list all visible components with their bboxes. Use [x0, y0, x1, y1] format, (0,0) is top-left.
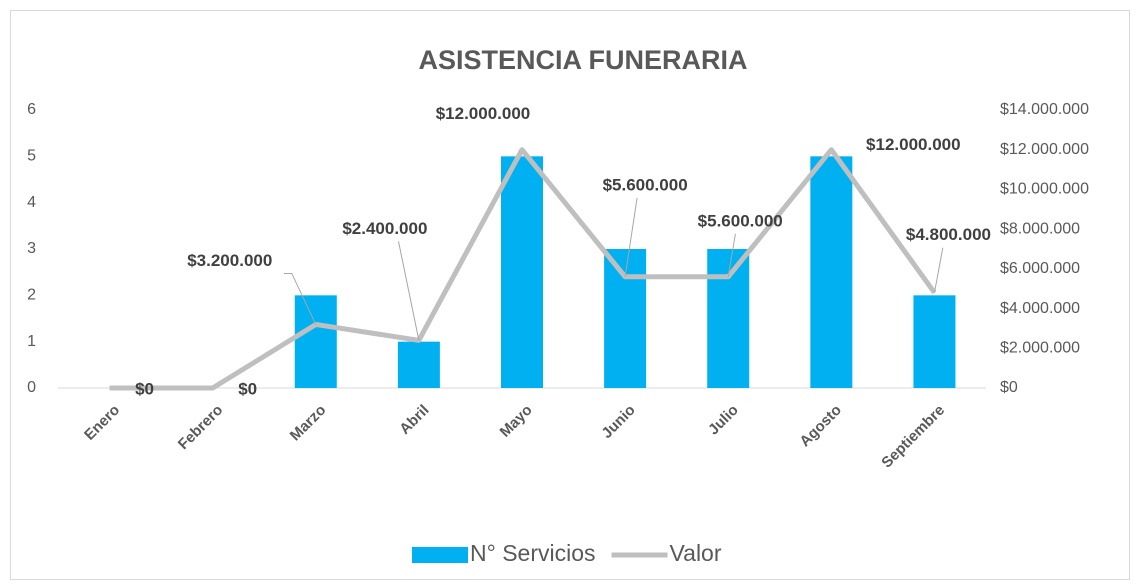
y2-tick-label: $14.000.000 — [1000, 101, 1089, 118]
leader-line — [727, 233, 736, 277]
line — [109, 147, 937, 391]
y2-tick-label: $10.000.000 — [1000, 181, 1089, 198]
data-label: $2.400.000 — [342, 219, 427, 238]
bar — [810, 156, 853, 388]
leader-line — [933, 247, 944, 293]
bar — [913, 295, 956, 388]
y-tick-label: 1 — [27, 333, 36, 350]
data-label: $0 — [135, 379, 154, 398]
y-tick-label: 5 — [27, 148, 36, 165]
y2-tick-label: $0 — [1000, 379, 1018, 396]
y2-tick-label: $2.000.000 — [1000, 340, 1080, 357]
y-tick-label: 2 — [27, 287, 36, 304]
legend-label: Valor — [670, 540, 722, 566]
y-tick-label: 0 — [27, 379, 36, 396]
bar — [397, 341, 440, 388]
data-label: $5.600.000 — [603, 175, 688, 194]
data-label: $12.000.000 — [436, 104, 531, 123]
y-tick-label: 3 — [27, 240, 36, 257]
bar — [707, 249, 750, 388]
y2-tick-label: $6.000.000 — [1000, 260, 1080, 277]
bar — [501, 156, 543, 388]
y-tick-label: 4 — [27, 194, 36, 211]
data-label: $4.800.000 — [906, 225, 991, 244]
leader-line — [283, 272, 317, 325]
bar — [294, 295, 337, 388]
bar — [604, 249, 647, 388]
leader-line — [624, 197, 638, 277]
data-label: $3.200.000 — [187, 251, 272, 270]
legend-label: N° Servicios — [470, 540, 596, 566]
legend-swatch — [412, 547, 468, 563]
y2-tick-label: $4.000.000 — [1000, 300, 1080, 317]
data-label: $5.600.000 — [698, 211, 783, 230]
y2-tick-label: $8.000.000 — [1000, 220, 1080, 237]
chart-border — [10, 10, 1130, 580]
data-label: $0 — [238, 379, 257, 398]
chart-title: ASISTENCIA FUNERARIA — [418, 45, 747, 75]
data-label: $12.000.000 — [866, 135, 961, 154]
leader-line — [397, 241, 420, 341]
y-tick-label: 6 — [27, 101, 36, 118]
y2-tick-label: $12.000.000 — [1000, 141, 1089, 158]
